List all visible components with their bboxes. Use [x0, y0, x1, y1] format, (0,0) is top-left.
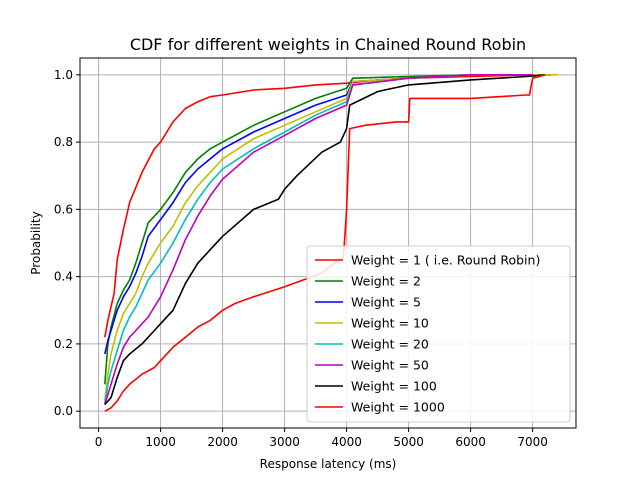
plot-frame [79, 57, 577, 429]
x-tick-label: 3000 [269, 435, 300, 449]
legend: Weight = 1 ( i.e. Round Robin) Weight = 2… [306, 245, 571, 423]
legend-entry: Weight = 5 [351, 295, 421, 310]
x-tick-label: 1000 [145, 435, 176, 449]
x-tick-label: 0 [95, 435, 103, 449]
legend-entry: Weight = 10 [351, 316, 429, 331]
y-tick-label: 0.4 [54, 270, 73, 284]
legend-entry: Weight = 100 [351, 379, 437, 394]
x-tick-label: 7000 [517, 435, 548, 449]
legend-box [306, 245, 571, 423]
x-axis-label: Response latency (ms) [260, 457, 397, 471]
series-line-6 [104, 74, 533, 405]
legend-entry: Weight = 1 ( i.e. Round Robin) [351, 253, 540, 268]
legend-entry: Weight = 50 [351, 358, 429, 373]
series-line-4 [104, 74, 558, 402]
x-tick-label: 5000 [393, 435, 424, 449]
series-line-8 [104, 74, 546, 412]
y-tick-label: 0.6 [54, 202, 73, 216]
legend-entry: Weight = 1000 [351, 400, 445, 415]
chart-title: CDF for different weights in Chained Rou… [130, 35, 526, 54]
y-tick-label: 0.8 [54, 135, 73, 149]
axis-ticks: 0 1000 2000 3000 4000 5000 6000 7000 0.0 0.2 0.4 0.… [54, 68, 548, 449]
x-tick-label: 2000 [207, 435, 238, 449]
x-tick-label: 4000 [331, 435, 362, 449]
y-tick-label: 0.2 [54, 337, 73, 351]
x-tick-label: 6000 [455, 435, 486, 449]
series-line-7 [104, 74, 546, 406]
y-tick-label: 0.0 [54, 404, 73, 418]
y-tick-label: 1.0 [54, 68, 73, 82]
legend-entry: Weight = 2 [351, 274, 421, 289]
series-line-2 [104, 74, 552, 385]
series-lines [104, 74, 558, 412]
legend-entry: Weight = 20 [351, 337, 429, 352]
y-axis-label: Probability [29, 211, 43, 274]
